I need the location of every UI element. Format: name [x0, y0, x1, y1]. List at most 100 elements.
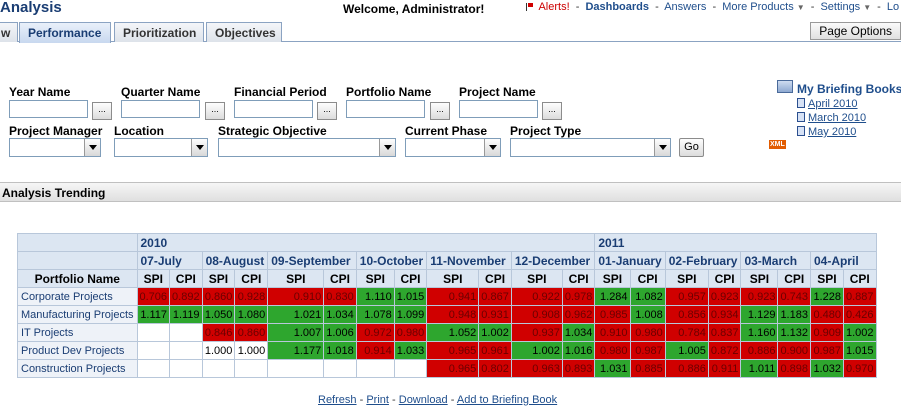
metric-cell: 0.963	[510, 359, 563, 378]
metric-cell	[323, 359, 357, 378]
metric-cell: 1.007	[267, 323, 325, 342]
portfolio-row-label[interactable]: Manufacturing Projects	[17, 305, 138, 324]
metric-cell: 0.886	[664, 359, 709, 378]
refresh-link[interactable]: Refresh	[318, 394, 357, 406]
metric-cell	[169, 359, 203, 378]
metric-cell: 1.018	[323, 341, 357, 360]
tab-objectives[interactable]: Objectives	[206, 22, 282, 42]
metric-cell: 0.846	[201, 323, 236, 342]
portfolio-row-label[interactable]: Product Dev Projects	[17, 341, 138, 360]
portfolio-name-browse-button[interactable]: ...	[430, 102, 450, 120]
page-options-button[interactable]: Page Options	[810, 22, 901, 40]
metric-cell: 0.885	[629, 359, 666, 378]
quarter-name-browse-button[interactable]: ...	[205, 102, 225, 120]
metric-cell	[136, 359, 171, 378]
dashboards-link[interactable]: Dashboards	[585, 1, 650, 13]
tab-prioritization[interactable]: Prioritization	[114, 22, 204, 42]
tab-overview[interactable]: w	[0, 22, 18, 42]
portfolio-row-label[interactable]: Corporate Projects	[17, 287, 138, 306]
strategic-objective-select[interactable]	[218, 138, 396, 157]
metric-cell: 0.480	[809, 305, 844, 324]
xml-feed-icon[interactable]: XML	[769, 140, 786, 149]
logout-link[interactable]: Lo	[886, 1, 900, 13]
period-header: 08-August	[201, 251, 269, 270]
portfolio-name-input[interactable]	[346, 100, 425, 118]
period-header: 07-July	[136, 251, 203, 270]
metric-cell: 1.132	[777, 323, 811, 342]
metric-cell: 0.961	[478, 341, 512, 360]
project-type-label: Project Type	[510, 124, 582, 138]
metric-cell: 1.011	[740, 359, 779, 378]
metric-cell: 0.962	[561, 305, 596, 324]
cpi-header: CPI	[234, 269, 269, 288]
metric-cell	[234, 359, 269, 378]
metric-cell: 0.970	[842, 359, 877, 378]
alerts-link[interactable]: Alerts!	[538, 1, 570, 13]
go-button[interactable]: Go	[679, 138, 704, 157]
metric-cell	[393, 359, 428, 378]
nav-separator: -	[712, 1, 717, 13]
metric-cell: 1.284	[594, 287, 631, 306]
spi-header: SPI	[267, 269, 325, 288]
metric-cell: 0.923	[707, 287, 742, 306]
metric-cell: 1.082	[629, 287, 666, 306]
tab-performance[interactable]: Performance	[19, 22, 111, 43]
briefing-books-title[interactable]: My Briefing Books	[797, 82, 901, 96]
metric-cell: 0.914	[355, 341, 395, 360]
download-link[interactable]: Download	[398, 394, 448, 406]
chevron-down-icon: ▼	[796, 3, 805, 12]
more-products-menu[interactable]: More Products	[722, 1, 794, 13]
settings-menu[interactable]: Settings	[820, 1, 861, 13]
metric-cell: 0.923	[740, 287, 779, 306]
metric-cell: 0.928	[234, 287, 269, 306]
answers-link[interactable]: Answers	[664, 1, 707, 13]
portfolio-row-label[interactable]: Construction Projects	[17, 359, 138, 378]
metric-cell: 0.830	[323, 287, 357, 306]
metric-cell: 1.183	[777, 305, 811, 324]
spi-header: SPI	[594, 269, 631, 288]
financial-period-input[interactable]	[234, 100, 313, 118]
briefing-book-item[interactable]: May 2010	[797, 126, 856, 138]
metric-cell: 1.228	[809, 287, 844, 306]
project-name-input[interactable]	[459, 100, 538, 118]
metric-cell: 1.033	[393, 341, 428, 360]
quarter-name-input[interactable]	[121, 100, 200, 118]
portfolio-row-label[interactable]: IT Projects	[17, 323, 138, 342]
table-row: Construction Projects 0.965 0.802 0.963 0.89…	[17, 359, 877, 378]
metric-cell: 0.898	[777, 359, 811, 378]
metric-cell: 0.900	[777, 341, 811, 360]
metric-cell: 0.893	[561, 359, 596, 378]
pivot-corner	[17, 251, 138, 270]
section-header: Analysis Trending	[0, 182, 901, 202]
metric-cell	[267, 359, 325, 378]
nav-separator: -	[877, 1, 881, 13]
current-phase-select[interactable]	[405, 138, 501, 157]
project-type-select[interactable]	[510, 138, 671, 157]
period-header: 01-January	[594, 251, 666, 270]
metric-cell: 0.980	[393, 323, 428, 342]
spi-header: SPI	[355, 269, 395, 288]
metric-cell: 1.031	[594, 359, 631, 378]
cpi-header: CPI	[169, 269, 203, 288]
year-name-input[interactable]	[9, 100, 88, 118]
portfolio-name-header: Portfolio Name	[17, 269, 138, 288]
metric-cell: 1.129	[740, 305, 779, 324]
briefing-book-item[interactable]: April 2010	[797, 98, 858, 110]
project-manager-select[interactable]	[9, 138, 101, 157]
project-name-browse-button[interactable]: ...	[542, 102, 562, 120]
briefing-book-item[interactable]: March 2010	[797, 112, 866, 124]
location-select[interactable]	[114, 138, 208, 157]
nav-separator: -	[575, 1, 580, 13]
chevron-down-icon: ▼	[863, 3, 872, 12]
metric-cell	[136, 341, 171, 360]
year-name-label: Year Name	[9, 85, 71, 99]
document-icon	[797, 112, 805, 122]
cpi-header: CPI	[707, 269, 742, 288]
metric-cell: 0.867	[478, 287, 512, 306]
print-link[interactable]: Print	[366, 394, 389, 406]
financial-period-browse-button[interactable]: ...	[317, 102, 337, 120]
year-name-browse-button[interactable]: ...	[92, 102, 112, 120]
table-row: IT Projects 0.846 0.860 1.007 1.006 0.972 0.98…	[17, 323, 877, 342]
add-to-briefing-book-link[interactable]: Add to Briefing Book	[456, 394, 558, 406]
cpi-header: CPI	[842, 269, 877, 288]
